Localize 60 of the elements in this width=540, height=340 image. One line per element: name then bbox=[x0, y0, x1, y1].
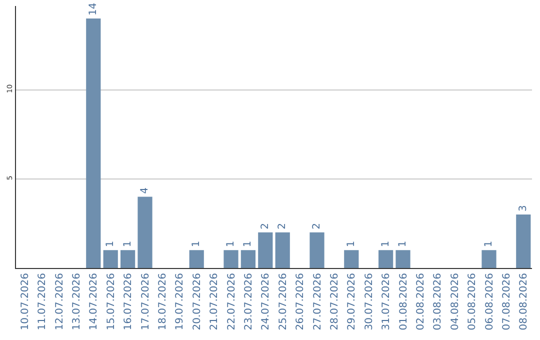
bar bbox=[516, 214, 531, 268]
bar bbox=[138, 196, 152, 268]
bar bbox=[240, 250, 256, 268]
data-label: 3 bbox=[518, 205, 529, 212]
x-tick-label: 20.07.2026 bbox=[192, 273, 203, 330]
x-tick-label: 12.07.2026 bbox=[54, 273, 66, 330]
x-tick-label: 08.08.2026 bbox=[518, 273, 530, 330]
x-tick-label: 03.08.2026 bbox=[432, 273, 444, 330]
bar bbox=[275, 232, 290, 268]
data-label: 2 bbox=[277, 222, 288, 230]
x-tick-label: 26.07.2026 bbox=[295, 273, 306, 330]
x-tick-label: 27.07.2026 bbox=[312, 273, 324, 330]
bar bbox=[378, 250, 394, 268]
data-label: 1 bbox=[105, 240, 116, 248]
bar bbox=[310, 232, 324, 268]
x-tick-label: 24.07.2026 bbox=[260, 273, 272, 330]
x-tick-label: 06.08.2026 bbox=[484, 273, 496, 330]
data-label: 1 bbox=[122, 240, 134, 248]
data-label: 1 bbox=[226, 240, 236, 248]
x-tick-label: 14.07.2026 bbox=[88, 273, 100, 330]
data-label: 1 bbox=[380, 240, 392, 248]
data-label: 1 bbox=[242, 240, 254, 248]
x-tick-label: 29.07.2026 bbox=[346, 273, 358, 330]
x-tick-label: 30.07.2026 bbox=[364, 273, 375, 330]
x-tick-label: 19.07.2026 bbox=[174, 273, 186, 330]
data-label: 4 bbox=[140, 187, 150, 194]
x-tick-label: 25.07.2026 bbox=[278, 273, 289, 330]
x-tick-label: 13.07.2026 bbox=[71, 273, 82, 330]
data-label: 1 bbox=[191, 240, 202, 248]
x-tick-label: 28.07.2026 bbox=[329, 273, 340, 330]
data-label: 1 bbox=[346, 240, 357, 248]
data-label: 1 bbox=[484, 240, 494, 248]
x-tick-label: 31.07.2026 bbox=[381, 273, 392, 330]
data-label: 2 bbox=[312, 222, 322, 230]
bar bbox=[86, 18, 101, 268]
x-tick-label: 18.07.2026 bbox=[157, 273, 168, 330]
bar bbox=[344, 250, 359, 268]
bar bbox=[103, 250, 118, 268]
x-tick-label: 15.07.2026 bbox=[106, 273, 117, 330]
x-tick-label: 05.08.2026 bbox=[467, 273, 478, 330]
x-tick-label: 21.07.2026 bbox=[209, 273, 220, 330]
x-tick-label: 07.08.2026 bbox=[501, 273, 512, 330]
data-label: 2 bbox=[260, 222, 271, 230]
bar bbox=[189, 250, 204, 268]
x-tick-label: 10.07.2026 bbox=[20, 273, 31, 330]
data-label: 14 bbox=[88, 2, 99, 16]
x-tick-label: 17.07.2026 bbox=[140, 273, 152, 330]
x-tick-label: 11.07.2026 bbox=[37, 273, 48, 330]
bar bbox=[258, 232, 273, 268]
x-tick-label: 01.08.2026 bbox=[398, 273, 410, 330]
x-tick-label: 02.08.2026 bbox=[415, 273, 426, 330]
bar bbox=[120, 250, 136, 268]
x-tick-label: 23.07.2026 bbox=[243, 273, 254, 330]
x-tick-label: 04.08.2026 bbox=[450, 273, 461, 330]
bar bbox=[482, 250, 496, 268]
bar bbox=[224, 250, 238, 268]
bar bbox=[396, 250, 410, 268]
x-tick-label: 22.07.2026 bbox=[226, 273, 238, 330]
data-label: 1 bbox=[398, 240, 408, 248]
x-tick-label: 16.07.2026 bbox=[123, 273, 134, 330]
